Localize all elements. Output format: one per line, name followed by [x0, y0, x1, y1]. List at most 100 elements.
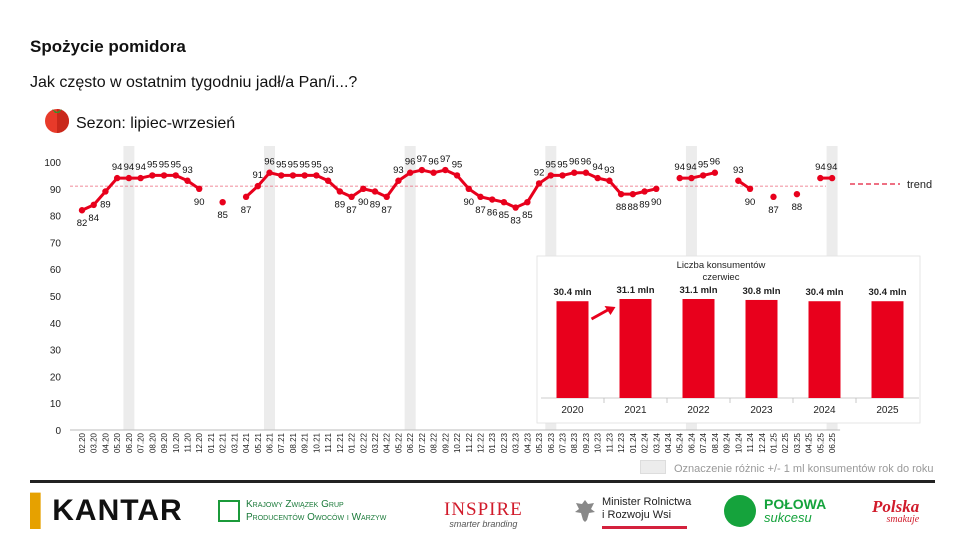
ministry-logo-line1: Minister Rolnictwa — [602, 496, 692, 508]
y-tick-label: 70 — [50, 238, 62, 249]
kantar-logo: ▌KANTAR — [30, 494, 183, 527]
y-axis: 0 10 20 30 40 50 60 70 80 90 100 — [44, 158, 61, 437]
x-tick-label: 05.20 — [113, 432, 122, 453]
value-label: 89 — [335, 199, 346, 210]
ministry-logo-line2: i Rozwoju Wsi — [602, 509, 672, 521]
y-tick-label: 10 — [50, 399, 62, 410]
series-segment — [679, 171, 716, 180]
series-point — [606, 177, 613, 184]
series-point — [149, 172, 156, 179]
kzg-logo-line1: Krajowy Związek Grup — [246, 499, 344, 510]
series-point — [547, 172, 554, 179]
series-point — [535, 180, 543, 187]
series-point — [653, 185, 660, 192]
value-label: 87 — [768, 205, 779, 216]
series-point — [324, 177, 332, 184]
x-tick-label: 05.25 — [816, 432, 825, 453]
inspire-logo: INSPIRE smarter branding — [444, 499, 523, 529]
value-label: 82 — [77, 218, 88, 229]
series-point — [442, 166, 449, 174]
x-tick-label: 08.22 — [430, 432, 439, 453]
value-label: 86 — [487, 208, 498, 219]
y-tick-label: 20 — [50, 372, 62, 383]
y-tick-label: 90 — [50, 185, 62, 196]
series-point — [582, 169, 590, 176]
value-label: 94 — [674, 162, 685, 173]
series-point — [348, 193, 355, 201]
series-point — [676, 174, 683, 182]
season-label: Sezon: lipiec-wrzesień — [76, 115, 236, 132]
inset-category-label: 2020 — [561, 405, 584, 416]
series-point — [477, 193, 484, 201]
inset-category-label: 2024 — [813, 405, 836, 416]
x-tick-label: 11.23 — [605, 432, 614, 452]
x-tick-label: 06.24 — [687, 432, 696, 453]
series-point — [430, 169, 437, 176]
x-tick-label: 11.21 — [324, 432, 333, 452]
series-consumption — [78, 166, 836, 214]
series-point — [512, 204, 519, 211]
inset-value-label: 30.4 mln — [553, 287, 591, 298]
x-tick-label: 04.21 — [242, 432, 251, 453]
inset-category-label: 2022 — [687, 405, 710, 416]
value-label: 85 — [522, 210, 533, 221]
value-label: 90 — [745, 197, 756, 208]
value-label: 93 — [182, 165, 193, 176]
series-point — [641, 188, 648, 195]
value-label: 97 — [440, 154, 451, 165]
value-label: 95 — [698, 159, 709, 170]
series-point — [594, 174, 601, 182]
polowa-logo-line2: sukcesu — [764, 510, 812, 525]
inset-category-label: 2025 — [876, 405, 899, 416]
series-point — [219, 199, 226, 206]
series-point — [125, 174, 133, 182]
inset-category-label: 2021 — [624, 405, 647, 416]
series-point — [735, 177, 742, 184]
value-label: 88 — [792, 202, 803, 213]
value-label: 95 — [557, 159, 568, 170]
value-label: 95 — [170, 159, 181, 170]
value-label: 95 — [299, 159, 310, 170]
inset-value-label: 30.4 mln — [805, 287, 843, 298]
series-point — [418, 166, 426, 174]
eagle-icon — [575, 500, 595, 522]
value-label: 93 — [393, 165, 404, 176]
value-label: 90 — [194, 197, 205, 208]
series-point — [278, 172, 285, 179]
inset-bar — [682, 299, 715, 398]
highlight-band — [123, 146, 135, 430]
y-tick-label: 40 — [50, 319, 62, 330]
polowa-logo-line1: POŁOWA — [764, 496, 827, 512]
x-tick-label: 09.21 — [301, 432, 310, 453]
value-label: 87 — [475, 205, 486, 216]
x-tick-label: 02.25 — [781, 432, 790, 453]
series-point — [629, 190, 637, 198]
value-label: 94 — [592, 162, 603, 173]
ministry-logo-bar — [602, 526, 687, 529]
inset-title-line: czerwiec — [703, 272, 740, 283]
chart-title: Spożycie pomidora — [30, 37, 186, 56]
series-point — [102, 188, 109, 195]
polska-logo-line1: Polska — [872, 497, 920, 516]
tomato-icon — [45, 109, 69, 133]
x-tick-label: 06.25 — [828, 432, 837, 453]
band-legend-label: Oznaczenie różnic +/- 1 ml konsumentów r… — [674, 463, 934, 475]
value-label: 93 — [733, 165, 744, 176]
series-point — [289, 172, 297, 179]
x-tick-label: 09.20 — [160, 432, 169, 453]
series-point — [313, 172, 320, 179]
value-label: 96 — [264, 157, 275, 168]
inspire-logo-main: INSPIRE — [444, 499, 523, 520]
x-tick-label: 04.23 — [523, 432, 532, 453]
x-tick-label: 01.22 — [348, 432, 357, 453]
inset-value-label: 30.4 mln — [868, 287, 906, 298]
series-point — [383, 193, 390, 201]
x-tick-label: 03.22 — [371, 432, 380, 453]
y-tick-label: 0 — [55, 426, 61, 437]
value-label: 85 — [217, 210, 228, 221]
x-tick-label: 06.20 — [125, 432, 134, 453]
x-tick-label: 12.20 — [195, 432, 204, 453]
value-label: 95 — [159, 159, 170, 170]
